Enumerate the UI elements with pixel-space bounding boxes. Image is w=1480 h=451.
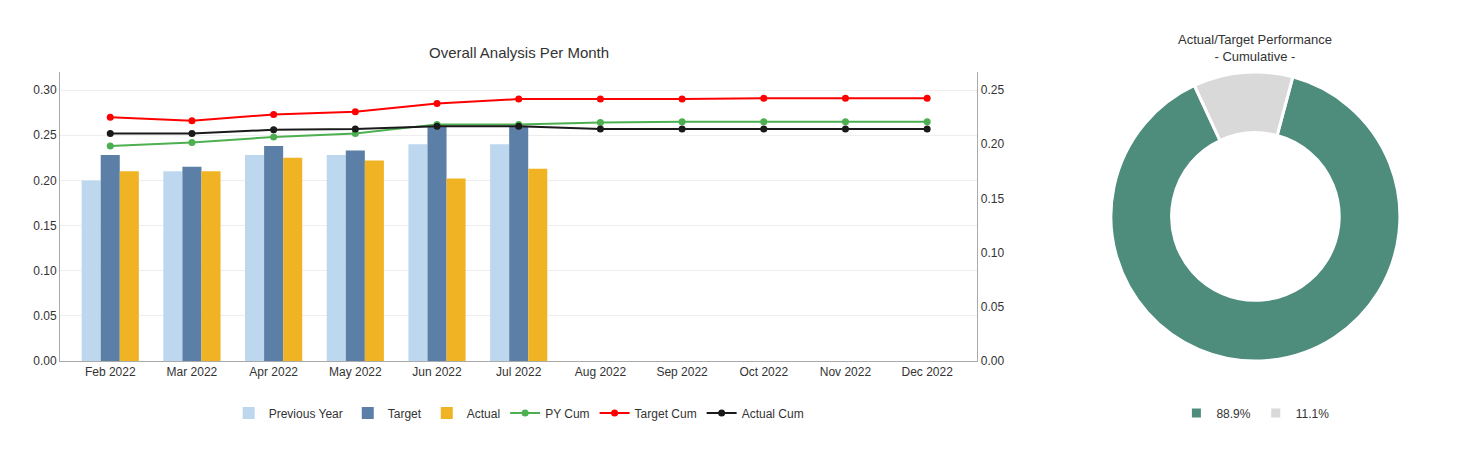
svg-text:Dec 2022: Dec 2022 [901,365,953,379]
svg-text:Nov 2022: Nov 2022 [820,365,872,379]
svg-text:88.9%: 88.9% [1216,407,1250,421]
svg-text:0.05: 0.05 [981,300,1005,314]
svg-text:Feb 2022: Feb 2022 [85,365,136,379]
svg-text:Previous Year: Previous Year [269,407,343,421]
svg-text:0.25: 0.25 [33,128,57,142]
svg-text:May 2022: May 2022 [329,365,382,379]
svg-text:0.10: 0.10 [981,246,1005,260]
svg-text:0.05: 0.05 [33,309,57,323]
svg-text:Target: Target [388,407,422,421]
svg-text:0.20: 0.20 [981,137,1005,151]
svg-text:0.00: 0.00 [33,354,57,368]
svg-text:PY Cum: PY Cum [545,407,589,421]
svg-text:Actual Cum: Actual Cum [742,407,804,421]
svg-text:0.30: 0.30 [33,83,57,97]
svg-text:Sep 2022: Sep 2022 [656,365,708,379]
svg-text:Actual/Target Performance- Cum: Actual/Target Performance- Cumulative - [1178,32,1332,64]
svg-text:Overall Analysis Per Month: Overall Analysis Per Month [429,44,609,61]
svg-text:11.1%: 11.1% [1296,407,1329,421]
svg-text:Oct 2022: Oct 2022 [739,365,788,379]
svg-text:0.10: 0.10 [33,264,57,278]
svg-text:Aug 2022: Aug 2022 [575,365,627,379]
svg-text:0.00: 0.00 [981,354,1005,368]
svg-text:Mar 2022: Mar 2022 [167,365,218,379]
svg-text:Jul 2022: Jul 2022 [496,365,542,379]
svg-text:0.25: 0.25 [981,83,1005,97]
svg-text:Actual: Actual [467,407,500,421]
svg-text:Apr 2022: Apr 2022 [249,365,298,379]
svg-text:0.15: 0.15 [33,219,57,233]
svg-text:Target Cum: Target Cum [635,407,697,421]
svg-text:0.20: 0.20 [33,174,57,188]
svg-text:0.15: 0.15 [981,192,1005,206]
svg-text:Jun 2022: Jun 2022 [412,365,462,379]
